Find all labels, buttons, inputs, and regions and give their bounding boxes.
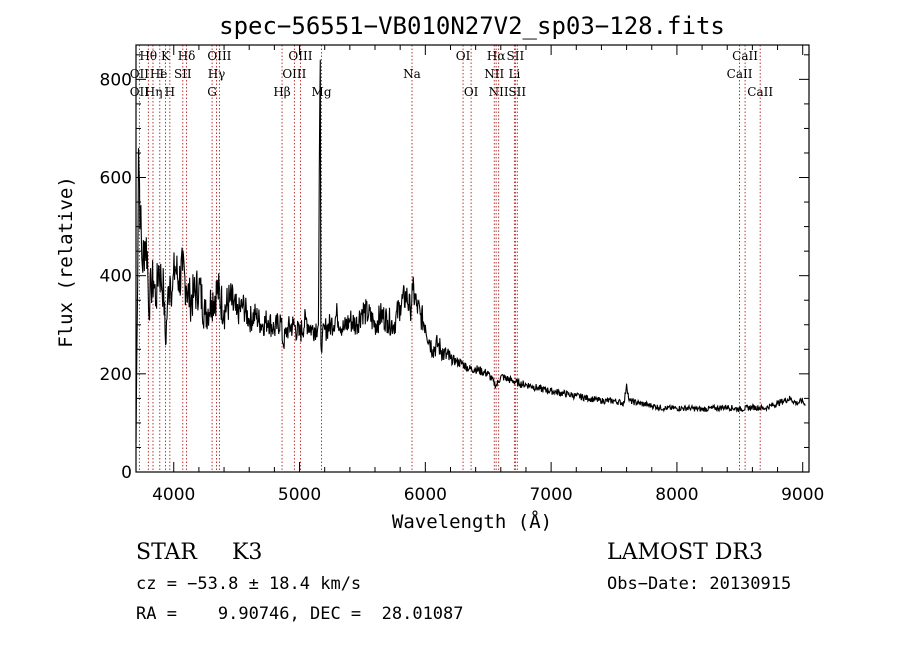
x-tick-label: 7000 (529, 485, 572, 505)
y-tick-label: 600 (100, 169, 132, 189)
chart-title: spec−56551−VB010N27V2_sp03−128.fits (219, 12, 725, 40)
line-label: Hβ (273, 85, 290, 99)
line-label: SII (174, 67, 192, 81)
x-axis-label: Wavelength (Å) (392, 510, 552, 533)
line-label: Li (508, 67, 520, 81)
x-axis: 4000 5000 6000 7000 8000 9000 (152, 45, 824, 505)
coordinates: RA = 9.90746, DEC = 28.01087 (136, 604, 464, 624)
line-label: SII (507, 49, 525, 63)
plot-frame (135, 44, 810, 473)
line-label: SII (508, 85, 526, 99)
observation-date: Obs−Date: 20130915 (607, 574, 792, 594)
line-label: Hα (487, 49, 506, 63)
x-tick-label: 8000 (655, 485, 698, 505)
y-tick-label: 200 (100, 365, 132, 385)
survey-name: LAMOST DR3 (607, 540, 763, 565)
line-label: Mg (312, 85, 332, 99)
line-label: NII (484, 67, 504, 81)
line-label: CaII (727, 67, 753, 81)
line-label: I (159, 67, 164, 81)
y-tick-label: 0 (121, 463, 132, 483)
line-label: OII (130, 67, 150, 81)
line-label: Hδ (178, 49, 196, 63)
line-label: CaII (747, 85, 773, 99)
y-axis: 0 200 400 600 800 (100, 54, 809, 483)
line-label: Na (403, 67, 421, 81)
y-axis-label: Flux (relative) (55, 176, 77, 348)
line-label: G (207, 85, 217, 99)
line-label: NII (489, 85, 509, 99)
x-tick-label: 6000 (404, 485, 447, 505)
line-label: OII (130, 85, 150, 99)
line-label: OI (464, 85, 479, 99)
line-label: OIII (207, 49, 231, 63)
x-tick-label: 9000 (781, 485, 824, 505)
line-label: OIII (288, 49, 312, 63)
line-label: Hη (145, 85, 163, 99)
x-tick-label: 4000 (152, 485, 195, 505)
spectral-line-markers (138, 45, 761, 472)
x-tick-label: 5000 (278, 485, 321, 505)
line-label: He (150, 67, 168, 81)
redshift-value: cz = −53.8 ± 18.4 km/s (136, 574, 362, 594)
line-label: Hγ (208, 67, 226, 81)
line-label: Hθ (139, 49, 157, 63)
y-tick-label: 400 (100, 267, 132, 287)
spectrum-trace (135, 59, 806, 443)
line-label: CaII (732, 49, 758, 63)
line-label: H (165, 85, 175, 99)
line-label: OIII (282, 67, 306, 81)
object-classification: STAR K3 (136, 540, 263, 565)
y-tick-label: 800 (100, 70, 132, 90)
line-label: OI (456, 49, 471, 63)
line-label: K (161, 49, 171, 63)
